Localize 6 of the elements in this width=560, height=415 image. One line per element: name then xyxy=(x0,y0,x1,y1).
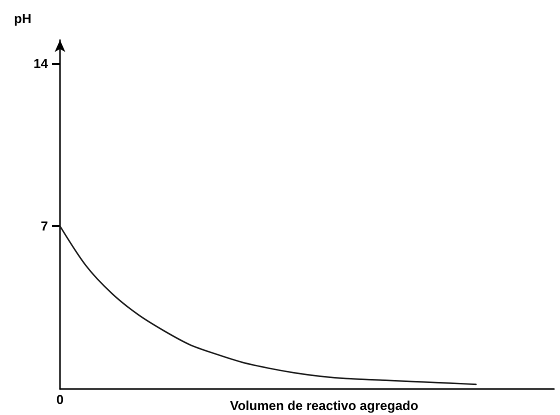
y-tick-label: 14 xyxy=(34,56,49,71)
line-series xyxy=(59,225,477,386)
y-axis-title: pH xyxy=(14,11,32,26)
y-tick-label: 7 xyxy=(40,218,48,234)
x-tick-label: 0 xyxy=(56,392,64,407)
x-axis-title: Volumen de reactivo agregado xyxy=(230,398,418,413)
